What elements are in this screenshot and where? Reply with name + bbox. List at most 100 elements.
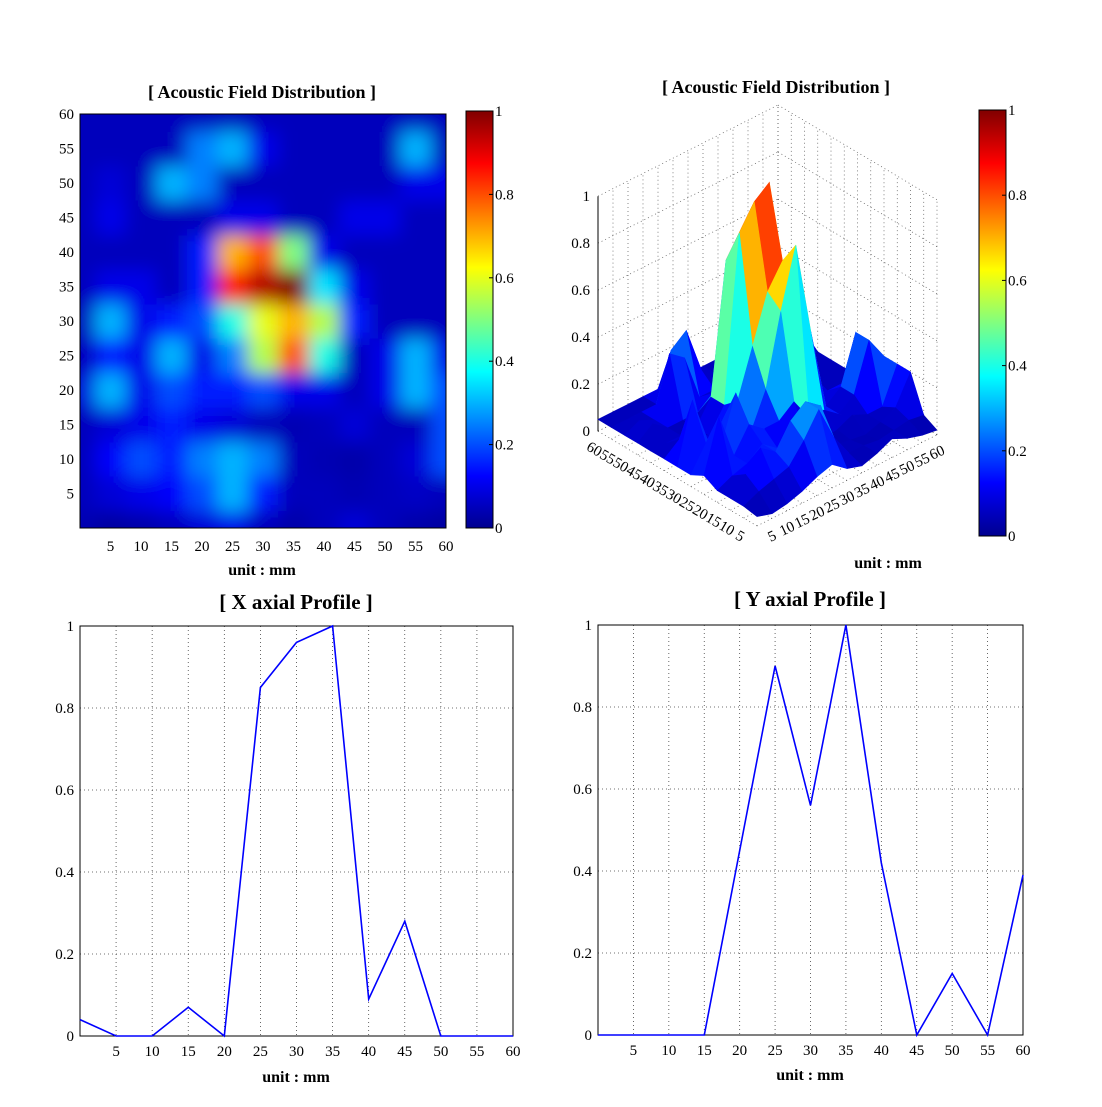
surface-y-tick-label: 35 [650, 479, 671, 500]
y-profile-title: [ Y axial Profile ] [734, 587, 886, 611]
heatmap-cell [80, 114, 96, 132]
heatmap-cell [247, 510, 279, 528]
heatmap-y-tick-label: 15 [59, 418, 74, 434]
heatmap-cell [369, 407, 401, 443]
surface-grid-line [597, 151, 779, 244]
heatmap-cell [247, 269, 279, 305]
x-profile-x-tick-label: 5 [112, 1044, 120, 1060]
heatmap-x-tick-label: 40 [317, 539, 332, 555]
x-profile-x-tick-label: 20 [217, 1044, 232, 1060]
heatmap-cell [95, 165, 127, 201]
surface-colorbar-tick-label: 1 [1008, 103, 1016, 119]
heatmap-cell [217, 131, 249, 167]
heatmap-cell [278, 407, 310, 443]
y-profile-grid [598, 624, 1024, 1036]
heatmap-cell [247, 407, 279, 443]
heatmap-cell [80, 372, 96, 408]
heatmap-colorbar-tick-label: 0.4 [495, 354, 514, 370]
heatmap-cell [430, 476, 446, 512]
heatmap-cell [247, 476, 279, 512]
x-profile-x-tick-label: 40 [361, 1044, 376, 1060]
y-profile-x-tick-label: 20 [732, 1043, 747, 1059]
heatmap-x-tick-label: 60 [439, 539, 454, 555]
heatmap-cell [125, 338, 157, 374]
x-profile-y-tick-label: 0.8 [55, 701, 74, 717]
heatmap-x-tick-label: 55 [408, 539, 423, 555]
heatmap-colorbar-tick-label: 0.2 [495, 438, 514, 454]
heatmap-cell [217, 407, 249, 443]
heatmap-cell [95, 338, 127, 374]
heatmap-cell [186, 407, 218, 443]
heatmap-cell [95, 510, 127, 528]
heatmap-y-tick-label: 10 [59, 452, 74, 468]
heatmap-y-ticks: 5 10 15 20 25 30 35 40 45 50 55 60 [59, 107, 74, 503]
heatmap-cell [308, 234, 340, 270]
surface-colorbar-ticks: 0 0.2 0.4 0.6 0.8 1 [1002, 103, 1027, 545]
y-profile-y-tick-label: 0 [585, 1028, 593, 1044]
surface-z-tick-label: 0.6 [571, 283, 590, 299]
heatmap-cell [156, 114, 188, 132]
heatmap-cell [339, 476, 371, 512]
y-profile-x-tick-label: 10 [661, 1043, 676, 1059]
heatmap-cell [186, 269, 218, 305]
heatmap-y-tick-label: 5 [67, 487, 75, 503]
surface-y-tick-label: 60 [584, 439, 605, 460]
heatmap-panel: [ Acoustic Field Distribution ] 5 10 15 20 2… [59, 82, 514, 579]
heatmap-cell [186, 303, 218, 339]
x-profile-x-tick-label: 60 [506, 1044, 521, 1060]
x-profile-x-ticks: 5 10 15 20 25 30 35 40 45 50 55 60 [112, 1044, 520, 1060]
surface-z-tick-label: 1 [583, 189, 591, 205]
heatmap-cell [400, 372, 432, 408]
heatmap-cell [308, 269, 340, 305]
surface-x-tick-label: 50 [897, 458, 917, 479]
heatmap-cell [247, 372, 279, 408]
heatmap-cell [186, 200, 218, 236]
heatmap-cell [400, 303, 432, 339]
heatmap-cell [95, 234, 127, 270]
surface-title: [ Acoustic Field Distribution ] [662, 77, 890, 97]
x-profile-x-tick-label: 55 [469, 1044, 484, 1060]
heatmap-colorbar-tick-label: 0 [495, 521, 503, 537]
heatmap-cell [430, 165, 446, 201]
y-profile-y-tick-label: 0.6 [573, 782, 592, 798]
heatmap-cell [369, 165, 401, 201]
heatmap-cell [95, 269, 127, 305]
heatmap-cell [339, 407, 371, 443]
heatmap-cell [186, 165, 218, 201]
surface-colorbar-tick-label: 0.6 [1008, 273, 1027, 289]
heatmap-cell [125, 114, 157, 132]
heatmap-cell [278, 200, 310, 236]
heatmap-cell [156, 510, 188, 528]
x-profile-y-tick-label: 0.6 [55, 783, 74, 799]
surface-z-tick-label: 0.8 [571, 236, 590, 252]
heatmap-cell [95, 114, 127, 132]
surface-grid-line [777, 198, 938, 295]
heatmap-cell [156, 200, 188, 236]
y-profile-x-tick-label: 30 [803, 1043, 818, 1059]
heatmap-cell [247, 441, 279, 477]
heatmap-cell [278, 131, 310, 167]
heatmap-cell [400, 165, 432, 201]
heatmap-cell [217, 114, 249, 132]
heatmap-cell [278, 441, 310, 477]
surface-face [743, 491, 773, 517]
heatmap-cell [95, 441, 127, 477]
y-profile-x-ticks: 5 10 15 20 25 30 35 40 45 50 55 60 [630, 1043, 1031, 1059]
heatmap-cell [156, 165, 188, 201]
surface-colorbar-tick-label: 0 [1008, 529, 1016, 545]
heatmap-cell [369, 269, 401, 305]
heatmap-cell [278, 372, 310, 408]
x-profile-series [79, 624, 514, 1038]
heatmap-cell [308, 338, 340, 374]
heatmap-cell [156, 303, 188, 339]
surface-panel: [ Acoustic Field Distribution ] 00.20.40… [571, 77, 1027, 572]
surface-y-tick-label: 50 [610, 455, 631, 476]
y-profile-series [597, 624, 1024, 1038]
x-profile-x-tick-label: 50 [433, 1044, 448, 1060]
heatmap-cell [278, 476, 310, 512]
heatmap-cell [400, 114, 432, 132]
heatmap-cell [339, 114, 371, 132]
heatmap-cell [217, 303, 249, 339]
